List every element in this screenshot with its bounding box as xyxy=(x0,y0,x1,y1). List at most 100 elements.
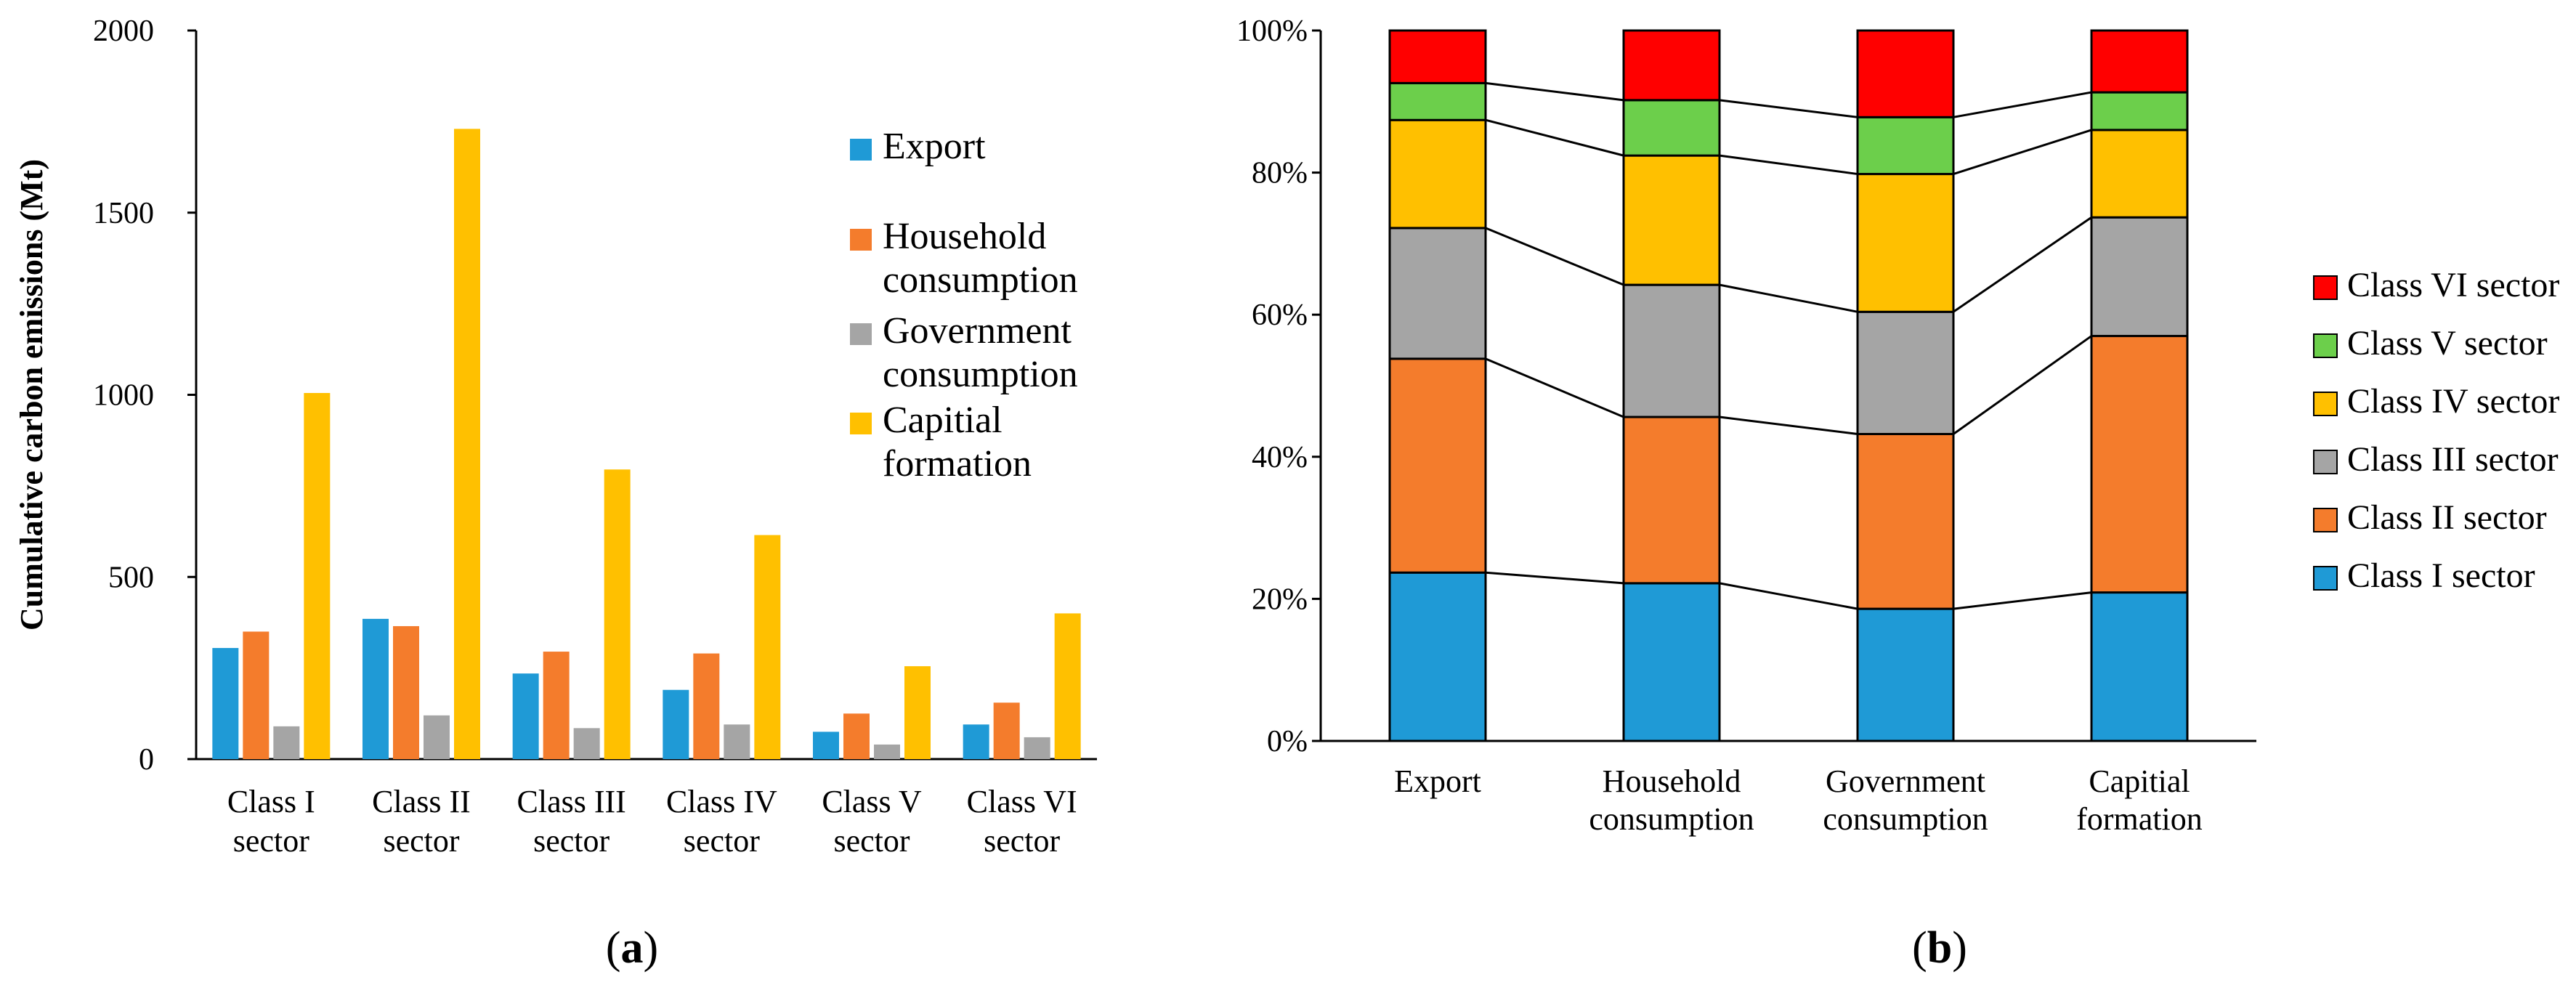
bar xyxy=(424,715,450,759)
legend-swatch xyxy=(2313,508,2338,532)
x-tick-label: Class I xyxy=(227,784,315,819)
legend-swatch xyxy=(850,229,872,251)
bar xyxy=(993,702,1020,759)
bar xyxy=(1054,613,1081,759)
stacked-segment xyxy=(1388,29,1487,84)
bar xyxy=(454,129,480,759)
y-tick-label: 0% xyxy=(1267,725,1308,758)
bar xyxy=(512,673,539,759)
bar xyxy=(604,469,631,759)
connector-line xyxy=(1719,154,1858,176)
connector-line xyxy=(1485,227,1624,286)
legend-label: formation xyxy=(883,443,1032,485)
connector-line xyxy=(1485,81,1624,102)
connector-line xyxy=(1719,283,1858,313)
y-tick-label: 100% xyxy=(1236,15,1308,48)
stacked-segment xyxy=(1856,29,1955,118)
legend-label: Class V sector xyxy=(2347,324,2548,362)
y-tick-label: 500 xyxy=(108,561,154,594)
bar xyxy=(904,666,931,759)
bar xyxy=(843,713,870,759)
x-tick-label: Capitial xyxy=(2089,763,2190,799)
stacked-segment xyxy=(1856,173,1955,313)
x-tick-label: consumption xyxy=(1823,801,1988,837)
legend-swatch xyxy=(850,323,872,345)
x-tick-label: sector xyxy=(684,823,760,859)
bar xyxy=(813,732,839,759)
bar xyxy=(663,689,689,759)
connector-line xyxy=(1953,335,2092,435)
y-tick-label: 1500 xyxy=(93,197,154,230)
y-tick-label: 80% xyxy=(1252,157,1308,190)
stacked-segment xyxy=(1388,571,1487,742)
stacked-segment xyxy=(1622,416,1721,585)
bar xyxy=(304,392,331,759)
connector-line xyxy=(1953,591,2092,610)
stacked-segment xyxy=(1388,357,1487,574)
bar xyxy=(393,625,419,759)
x-tick-label: Class VI xyxy=(967,784,1077,819)
bar xyxy=(754,535,781,759)
x-tick-label: sector xyxy=(383,823,459,859)
bar xyxy=(693,653,720,759)
legend-label: Class VI sector xyxy=(2347,266,2559,304)
legend-label: consumption xyxy=(883,259,1078,301)
stacked-segment xyxy=(1622,99,1721,157)
x-tick-label: sector xyxy=(833,823,910,859)
bar xyxy=(573,728,600,759)
legend-swatch xyxy=(2313,333,2338,358)
x-tick-label: Class V xyxy=(822,784,922,819)
stacked-segment xyxy=(1388,81,1487,121)
panel-label-a: (a) xyxy=(606,923,658,973)
x-tick-label: consumption xyxy=(1589,801,1754,837)
x-tick-label: formation xyxy=(2076,801,2203,837)
stacked-segment xyxy=(1622,154,1721,286)
bar xyxy=(724,724,750,759)
legend-label: Class II sector xyxy=(2347,498,2547,537)
stacked-segment xyxy=(1856,433,1955,610)
stacked-segment xyxy=(2090,129,2189,219)
y-axis-title: Cumulative carbon emissions (Mt) xyxy=(14,159,49,631)
stacked-segment xyxy=(1856,310,1955,436)
bar xyxy=(963,724,989,759)
legend-label: consumption xyxy=(883,354,1078,395)
legend-label: Class I sector xyxy=(2347,556,2535,595)
x-tick-label: Household xyxy=(1603,763,1741,799)
chart-b: 0%20%40%60%80%100%Export Householdconsump… xyxy=(1236,15,2559,973)
legend-label: Class IV sector xyxy=(2347,382,2559,421)
connector-line xyxy=(1719,99,1858,118)
x-tick-label: Government xyxy=(1826,763,1985,799)
legend-swatch xyxy=(2313,275,2338,300)
bar xyxy=(543,652,570,759)
connector-line xyxy=(1485,118,1624,157)
stacked-segment xyxy=(2090,591,2189,742)
connector-line xyxy=(1485,571,1624,585)
legend-label: Government xyxy=(883,310,1072,352)
legend-swatch xyxy=(850,413,872,434)
connector-line xyxy=(1719,582,1858,610)
y-tick-label: 2000 xyxy=(93,15,154,48)
bar xyxy=(273,726,300,759)
connector-line xyxy=(1953,91,2092,118)
legend-swatch xyxy=(2313,392,2338,416)
legend-label: Export xyxy=(883,126,986,167)
stacked-segment xyxy=(2090,91,2189,131)
stacked-segment xyxy=(2090,335,2189,594)
x-tick-label: Class III xyxy=(517,784,626,819)
stacked-segment xyxy=(2090,216,2189,338)
x-tick-label: Class II xyxy=(372,784,471,819)
x-tick-label: sector xyxy=(533,823,609,859)
stacked-segment xyxy=(1856,607,1955,742)
x-tick-label: Class IV xyxy=(666,784,777,819)
legend-label: Class III sector xyxy=(2347,440,2559,479)
legend-label: Capitial xyxy=(883,400,1003,441)
connector-line xyxy=(1719,416,1858,435)
chart-a: 0 500 1000 1500 2000 Cumulative carbon emissi… xyxy=(14,15,1097,973)
stacked-segment xyxy=(1622,283,1721,418)
connector-line xyxy=(1953,216,2092,313)
bar xyxy=(362,618,389,759)
connector-line xyxy=(1485,357,1624,418)
bar xyxy=(212,648,239,759)
panel-label-b: (b) xyxy=(1912,923,1967,973)
